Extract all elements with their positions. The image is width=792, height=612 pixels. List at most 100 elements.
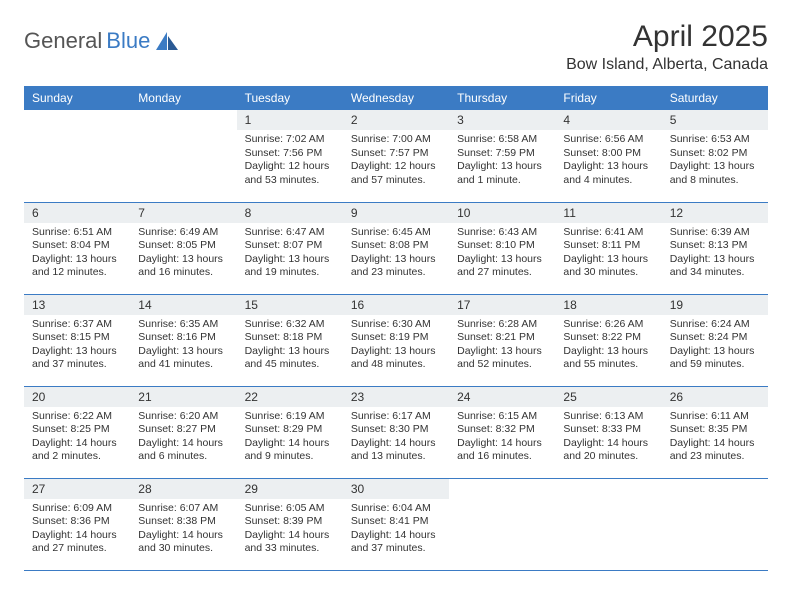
- calendar-day-cell: 9Sunrise: 6:45 AMSunset: 8:08 PMDaylight…: [343, 202, 449, 294]
- sunset-text: Sunset: 8:30 PM: [351, 423, 441, 437]
- sunrise-text: Sunrise: 6:11 AM: [670, 410, 760, 424]
- daylight-text: Daylight: 13 hours and 41 minutes.: [138, 345, 228, 372]
- sunset-text: Sunset: 8:22 PM: [563, 331, 653, 345]
- day-number: 12: [662, 203, 768, 223]
- calendar-day-cell: 23Sunrise: 6:17 AMSunset: 8:30 PMDayligh…: [343, 386, 449, 478]
- day-number: 19: [662, 295, 768, 315]
- day-content: Sunrise: 7:02 AMSunset: 7:56 PMDaylight:…: [237, 130, 343, 192]
- logo-sail-icon: [156, 32, 178, 50]
- sunrise-text: Sunrise: 6:09 AM: [32, 502, 122, 516]
- day-content: Sunrise: 6:58 AMSunset: 7:59 PMDaylight:…: [449, 130, 555, 192]
- sunset-text: Sunset: 8:36 PM: [32, 515, 122, 529]
- day-number: 25: [555, 387, 661, 407]
- daylight-text: Daylight: 14 hours and 20 minutes.: [563, 437, 653, 464]
- sunrise-text: Sunrise: 6:43 AM: [457, 226, 547, 240]
- sunrise-text: Sunrise: 6:19 AM: [245, 410, 335, 424]
- sunrise-text: Sunrise: 6:04 AM: [351, 502, 441, 516]
- sunset-text: Sunset: 8:04 PM: [32, 239, 122, 253]
- day-number: 1: [237, 110, 343, 130]
- sunrise-text: Sunrise: 6:15 AM: [457, 410, 547, 424]
- calendar-day-cell: 5Sunrise: 6:53 AMSunset: 8:02 PMDaylight…: [662, 110, 768, 202]
- calendar-empty-cell: [662, 478, 768, 570]
- sunrise-text: Sunrise: 6:07 AM: [138, 502, 228, 516]
- sunset-text: Sunset: 7:56 PM: [245, 147, 335, 161]
- calendar-day-cell: 1Sunrise: 7:02 AMSunset: 7:56 PMDaylight…: [237, 110, 343, 202]
- sunset-text: Sunset: 8:32 PM: [457, 423, 547, 437]
- sunrise-text: Sunrise: 6:22 AM: [32, 410, 122, 424]
- location: Bow Island, Alberta, Canada: [566, 56, 768, 74]
- day-number: 20: [24, 387, 130, 407]
- day-number: 26: [662, 387, 768, 407]
- day-content: Sunrise: 6:05 AMSunset: 8:39 PMDaylight:…: [237, 499, 343, 561]
- calendar-day-cell: 8Sunrise: 6:47 AMSunset: 8:07 PMDaylight…: [237, 202, 343, 294]
- sunset-text: Sunset: 8:08 PM: [351, 239, 441, 253]
- calendar-day-cell: 30Sunrise: 6:04 AMSunset: 8:41 PMDayligh…: [343, 478, 449, 570]
- sunrise-text: Sunrise: 6:05 AM: [245, 502, 335, 516]
- calendar-day-cell: 27Sunrise: 6:09 AMSunset: 8:36 PMDayligh…: [24, 478, 130, 570]
- weekday-header: Monday: [130, 86, 236, 110]
- calendar-day-cell: 29Sunrise: 6:05 AMSunset: 8:39 PMDayligh…: [237, 478, 343, 570]
- calendar-week-row: 1Sunrise: 7:02 AMSunset: 7:56 PMDaylight…: [24, 110, 768, 202]
- sunset-text: Sunset: 8:29 PM: [245, 423, 335, 437]
- day-content: Sunrise: 6:43 AMSunset: 8:10 PMDaylight:…: [449, 223, 555, 285]
- day-number: 3: [449, 110, 555, 130]
- logo-text-general: General: [24, 28, 102, 54]
- daylight-text: Daylight: 13 hours and 23 minutes.: [351, 253, 441, 280]
- day-content: Sunrise: 6:51 AMSunset: 8:04 PMDaylight:…: [24, 223, 130, 285]
- calendar-week-row: 6Sunrise: 6:51 AMSunset: 8:04 PMDaylight…: [24, 202, 768, 294]
- weekday-header: Wednesday: [343, 86, 449, 110]
- day-number: 8: [237, 203, 343, 223]
- day-content: Sunrise: 6:41 AMSunset: 8:11 PMDaylight:…: [555, 223, 661, 285]
- daylight-text: Daylight: 13 hours and 12 minutes.: [32, 253, 122, 280]
- daylight-text: Daylight: 13 hours and 27 minutes.: [457, 253, 547, 280]
- calendar-day-cell: 25Sunrise: 6:13 AMSunset: 8:33 PMDayligh…: [555, 386, 661, 478]
- daylight-text: Daylight: 14 hours and 2 minutes.: [32, 437, 122, 464]
- sunrise-text: Sunrise: 6:47 AM: [245, 226, 335, 240]
- sunset-text: Sunset: 8:33 PM: [563, 423, 653, 437]
- logo-text-blue: Blue: [106, 28, 150, 54]
- daylight-text: Daylight: 13 hours and 4 minutes.: [563, 160, 653, 187]
- day-content: Sunrise: 6:24 AMSunset: 8:24 PMDaylight:…: [662, 315, 768, 377]
- day-content: Sunrise: 6:53 AMSunset: 8:02 PMDaylight:…: [662, 130, 768, 192]
- day-content: Sunrise: 6:56 AMSunset: 8:00 PMDaylight:…: [555, 130, 661, 192]
- calendar-day-cell: 17Sunrise: 6:28 AMSunset: 8:21 PMDayligh…: [449, 294, 555, 386]
- day-number: 23: [343, 387, 449, 407]
- sunrise-text: Sunrise: 6:45 AM: [351, 226, 441, 240]
- calendar-day-cell: 22Sunrise: 6:19 AMSunset: 8:29 PMDayligh…: [237, 386, 343, 478]
- day-content: Sunrise: 7:00 AMSunset: 7:57 PMDaylight:…: [343, 130, 449, 192]
- daylight-text: Daylight: 14 hours and 23 minutes.: [670, 437, 760, 464]
- daylight-text: Daylight: 13 hours and 48 minutes.: [351, 345, 441, 372]
- day-content: Sunrise: 6:39 AMSunset: 8:13 PMDaylight:…: [662, 223, 768, 285]
- day-content: Sunrise: 6:47 AMSunset: 8:07 PMDaylight:…: [237, 223, 343, 285]
- sunset-text: Sunset: 7:57 PM: [351, 147, 441, 161]
- sunset-text: Sunset: 8:24 PM: [670, 331, 760, 345]
- daylight-text: Daylight: 13 hours and 1 minute.: [457, 160, 547, 187]
- sunrise-text: Sunrise: 6:26 AM: [563, 318, 653, 332]
- sunset-text: Sunset: 8:05 PM: [138, 239, 228, 253]
- day-content: Sunrise: 6:22 AMSunset: 8:25 PMDaylight:…: [24, 407, 130, 469]
- sunset-text: Sunset: 8:19 PM: [351, 331, 441, 345]
- daylight-text: Daylight: 13 hours and 55 minutes.: [563, 345, 653, 372]
- day-number: 27: [24, 479, 130, 499]
- day-number: 21: [130, 387, 236, 407]
- calendar-header-row: SundayMondayTuesdayWednesdayThursdayFrid…: [24, 86, 768, 110]
- sunset-text: Sunset: 8:21 PM: [457, 331, 547, 345]
- daylight-text: Daylight: 13 hours and 52 minutes.: [457, 345, 547, 372]
- calendar-body: 1Sunrise: 7:02 AMSunset: 7:56 PMDaylight…: [24, 110, 768, 570]
- day-content: Sunrise: 6:15 AMSunset: 8:32 PMDaylight:…: [449, 407, 555, 469]
- daylight-text: Daylight: 12 hours and 53 minutes.: [245, 160, 335, 187]
- day-content: Sunrise: 6:35 AMSunset: 8:16 PMDaylight:…: [130, 315, 236, 377]
- day-number: 28: [130, 479, 236, 499]
- day-content: Sunrise: 6:13 AMSunset: 8:33 PMDaylight:…: [555, 407, 661, 469]
- sunset-text: Sunset: 7:59 PM: [457, 147, 547, 161]
- sunrise-text: Sunrise: 6:53 AM: [670, 133, 760, 147]
- sunset-text: Sunset: 8:15 PM: [32, 331, 122, 345]
- calendar-day-cell: 18Sunrise: 6:26 AMSunset: 8:22 PMDayligh…: [555, 294, 661, 386]
- calendar-day-cell: 28Sunrise: 6:07 AMSunset: 8:38 PMDayligh…: [130, 478, 236, 570]
- daylight-text: Daylight: 13 hours and 30 minutes.: [563, 253, 653, 280]
- day-number: 11: [555, 203, 661, 223]
- daylight-text: Daylight: 13 hours and 8 minutes.: [670, 160, 760, 187]
- sunrise-text: Sunrise: 6:20 AM: [138, 410, 228, 424]
- day-number: 7: [130, 203, 236, 223]
- day-number: 2: [343, 110, 449, 130]
